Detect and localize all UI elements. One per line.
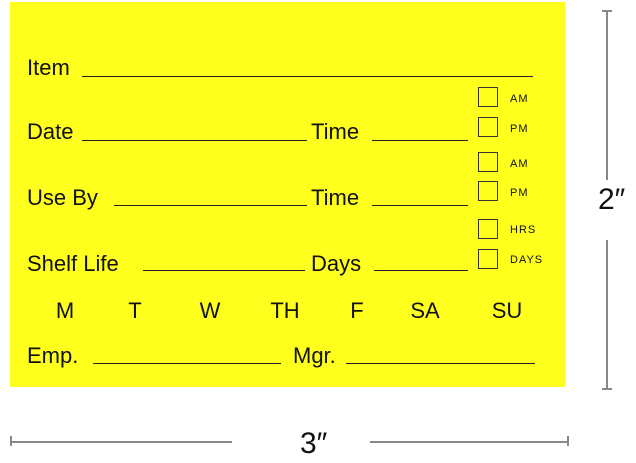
use-by-time-label: Time bbox=[311, 185, 360, 210]
emp-line bbox=[93, 363, 281, 364]
checkbox-label: HRS bbox=[510, 224, 537, 236]
item-label: Item bbox=[27, 55, 70, 80]
time-line bbox=[372, 140, 468, 141]
weekday-tuesday: T bbox=[128, 298, 142, 323]
checkbox-pm-1[interactable] bbox=[478, 117, 498, 137]
checkbox-days[interactable] bbox=[478, 249, 498, 269]
use-by-time-line bbox=[372, 205, 468, 206]
emp-label: Emp. bbox=[27, 343, 79, 368]
checkbox-label: AM bbox=[510, 158, 529, 170]
checkbox-pm-2[interactable] bbox=[478, 181, 498, 201]
weekday-wednesday: W bbox=[199, 298, 221, 323]
use-by-line bbox=[114, 205, 307, 206]
height-dimension: 2″ bbox=[598, 183, 626, 216]
mgr-line bbox=[346, 363, 535, 364]
height-dim-cap-bottom bbox=[602, 388, 612, 390]
weekday-saturday: SA bbox=[410, 298, 440, 323]
weekday-thursday: TH bbox=[270, 298, 300, 323]
height-dim-line-top bbox=[606, 10, 608, 180]
checkbox-label: AM bbox=[510, 93, 529, 105]
width-dimension: 3″ bbox=[300, 427, 328, 460]
width-dim-cap-right bbox=[567, 436, 569, 446]
time-label: Time bbox=[311, 119, 360, 144]
food-rotation-label: Item Date Time Use By Time Shelf Life Da… bbox=[10, 2, 565, 387]
weekday-monday: M bbox=[55, 298, 75, 323]
checkbox-am-1[interactable] bbox=[478, 87, 498, 107]
shelf-life-label: Shelf Life bbox=[27, 251, 119, 276]
width-dim-line-left bbox=[10, 441, 232, 443]
height-dim-line-bottom bbox=[606, 240, 608, 388]
days-label: Days bbox=[311, 251, 362, 276]
weekday-friday: F bbox=[350, 298, 364, 323]
use-by-label: Use By bbox=[27, 185, 98, 210]
checkbox-hrs[interactable] bbox=[478, 219, 498, 239]
item-line bbox=[82, 76, 533, 77]
shelf-life-line bbox=[143, 270, 305, 271]
width-dim-line-right bbox=[370, 441, 568, 443]
checkbox-label: DAYS bbox=[510, 254, 544, 266]
date-line bbox=[82, 140, 307, 141]
checkbox-label: PM bbox=[510, 187, 529, 199]
weekday-sunday: SU bbox=[491, 298, 523, 323]
mgr-label: Mgr. bbox=[293, 343, 336, 368]
days-line bbox=[374, 270, 468, 271]
checkbox-am-2[interactable] bbox=[478, 152, 498, 172]
checkbox-label: PM bbox=[510, 123, 529, 135]
date-label: Date bbox=[27, 119, 74, 144]
